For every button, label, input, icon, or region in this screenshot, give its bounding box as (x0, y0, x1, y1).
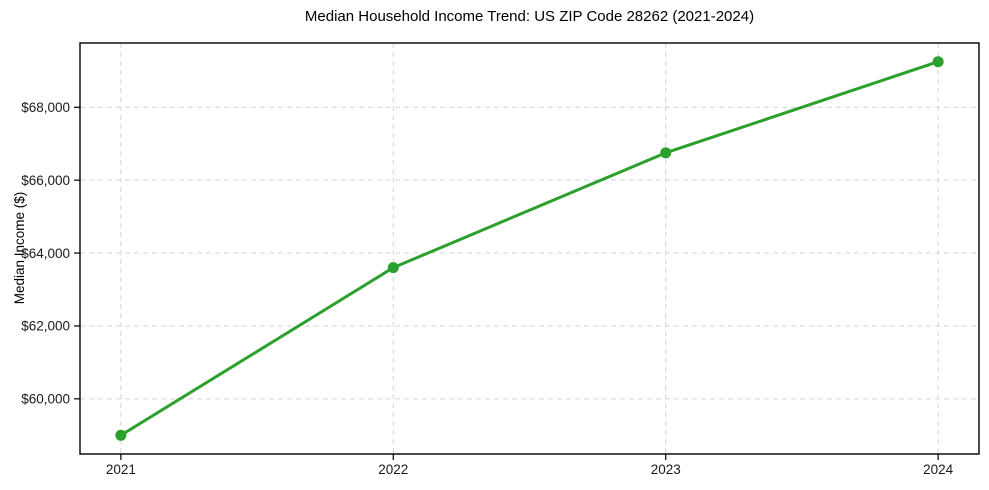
x-tick-label: 2024 (923, 462, 954, 477)
y-tick-label: $66,000 (21, 173, 70, 188)
y-tick-label: $68,000 (21, 100, 70, 115)
y-tick-label: $64,000 (21, 246, 70, 261)
x-tick-label: 2023 (651, 462, 681, 477)
data-point-marker (387, 262, 399, 274)
y-tick-label: $62,000 (21, 319, 70, 334)
x-tick-label: 2022 (378, 462, 408, 477)
data-point-marker (115, 429, 127, 441)
y-tick-label: $60,000 (21, 392, 70, 407)
plot-border (79, 42, 980, 455)
x-tick-label: 2021 (106, 462, 136, 477)
data-point-marker (932, 56, 944, 68)
data-point-marker (660, 147, 672, 159)
trend-line (119, 60, 940, 437)
chart-title: Median Household Income Trend: US ZIP Co… (304, 8, 755, 25)
